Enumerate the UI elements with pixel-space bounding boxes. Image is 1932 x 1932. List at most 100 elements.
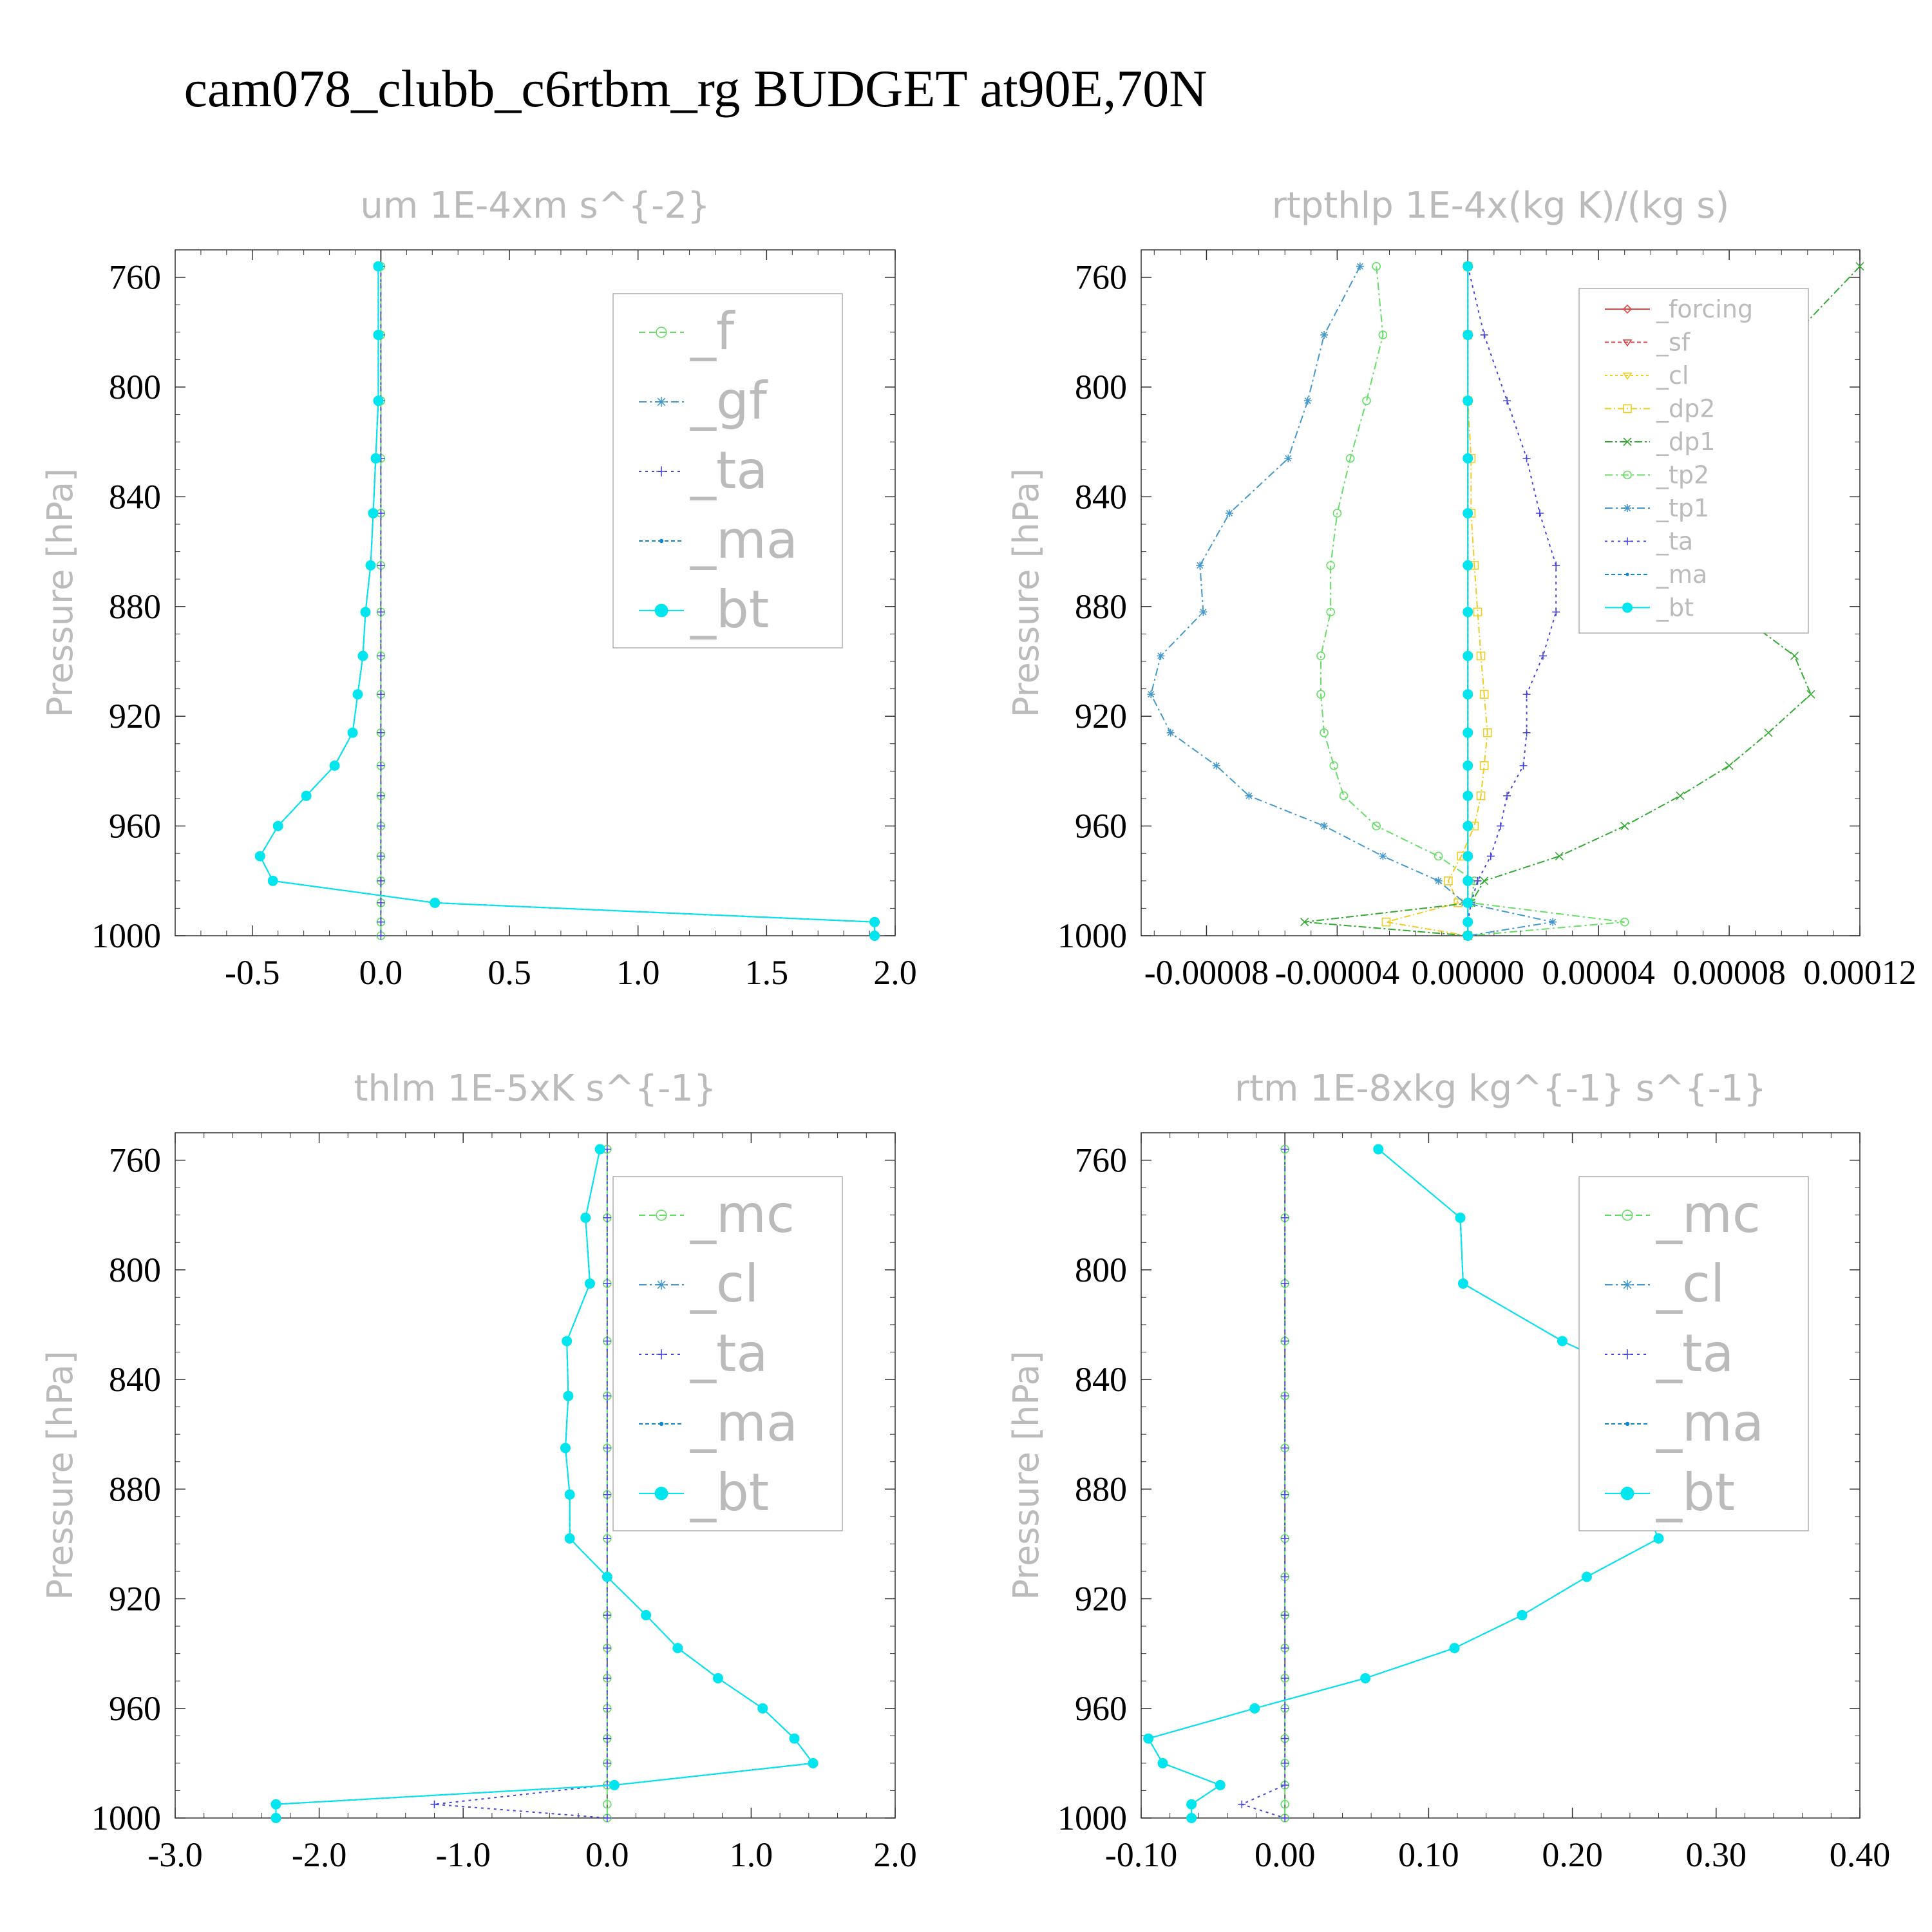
legend-label: _bt bbox=[690, 580, 769, 639]
data-point bbox=[1463, 851, 1473, 862]
legend-label: _forcing bbox=[1656, 295, 1753, 323]
data-point bbox=[377, 652, 385, 660]
y-tick-label: 960 bbox=[109, 1689, 161, 1728]
x-tick-label: 0.10 bbox=[1398, 1835, 1459, 1874]
panel-3: thlm 1E-5xK s^{-1} Pressure [hPa] 1000 960 9… bbox=[40, 1068, 917, 1874]
y-tick-label: 920 bbox=[109, 1580, 161, 1618]
data-point bbox=[869, 916, 880, 927]
data-point bbox=[1147, 690, 1155, 699]
panel-4: rtm 1E-8xkg kg^{-1} s^{-1} Pressure [hPa]… bbox=[1006, 1068, 1890, 1874]
legend-label: _ta bbox=[1656, 527, 1693, 556]
legend-marker bbox=[656, 1349, 667, 1359]
legend-marker bbox=[659, 538, 664, 544]
data-point bbox=[1463, 330, 1473, 341]
y-axis-label: Pressure [hPa] bbox=[40, 468, 80, 717]
data-point bbox=[1444, 876, 1453, 886]
legend-label: _gf bbox=[690, 371, 768, 431]
data-point bbox=[1503, 791, 1511, 800]
y-tick-label: 800 bbox=[109, 368, 161, 406]
x-tick-label: 0.00 bbox=[1255, 1835, 1316, 1874]
legend-marker bbox=[656, 397, 667, 407]
x-tick-label: 0.5 bbox=[488, 953, 531, 992]
data-point bbox=[377, 822, 385, 830]
data-point bbox=[1249, 1703, 1260, 1714]
data-point bbox=[1281, 1781, 1289, 1789]
y-tick-label: 800 bbox=[1075, 368, 1127, 406]
legend-marker bbox=[1625, 1421, 1630, 1426]
data-point bbox=[1303, 397, 1312, 405]
data-point bbox=[1552, 608, 1560, 616]
data-point bbox=[1157, 1757, 1168, 1768]
legend-box bbox=[612, 293, 843, 649]
series-tp1 bbox=[1147, 262, 1557, 940]
data-point bbox=[1362, 396, 1371, 406]
data-point bbox=[808, 1757, 819, 1768]
y-tick-label: 1000 bbox=[1057, 1799, 1127, 1837]
x-tick-label: -0.00008 bbox=[1144, 953, 1269, 992]
legend-marker bbox=[656, 1209, 667, 1221]
series-line bbox=[275, 1149, 815, 1818]
legend-marker bbox=[1623, 437, 1632, 446]
data-point bbox=[564, 1533, 575, 1544]
data-point bbox=[1725, 761, 1734, 770]
data-point bbox=[601, 1571, 612, 1582]
legend-label: _bt bbox=[1656, 594, 1694, 622]
data-point bbox=[1212, 761, 1220, 770]
x-tick-label: 0.00008 bbox=[1672, 953, 1786, 992]
data-point bbox=[1281, 1644, 1289, 1653]
x-tick-label: 2.0 bbox=[873, 953, 917, 992]
series-line bbox=[1150, 266, 1553, 936]
data-point bbox=[1463, 727, 1473, 738]
data-point bbox=[641, 1610, 652, 1621]
data-point bbox=[1281, 1337, 1289, 1345]
data-point bbox=[1522, 728, 1531, 737]
data-point bbox=[594, 1144, 605, 1155]
data-point bbox=[377, 932, 385, 940]
data-point bbox=[1157, 652, 1165, 660]
data-point bbox=[373, 395, 384, 406]
data-point bbox=[1503, 397, 1511, 405]
data-point bbox=[603, 1213, 611, 1222]
legend-label: _tp2 bbox=[1656, 461, 1709, 489]
y-tick-label: 760 bbox=[1075, 258, 1127, 297]
y-tick-label: 920 bbox=[1075, 697, 1127, 735]
data-point bbox=[1517, 1610, 1528, 1621]
legend-marker bbox=[656, 327, 667, 338]
legend-label: _dp2 bbox=[1656, 395, 1715, 423]
data-point bbox=[1379, 852, 1387, 860]
data-point bbox=[1238, 1800, 1246, 1808]
x-tick-label: 1.0 bbox=[616, 953, 660, 992]
x-tick-label: 0.0 bbox=[359, 953, 403, 992]
data-point bbox=[1463, 820, 1473, 831]
series-ta bbox=[1238, 1145, 1289, 1822]
legend-label: _ma bbox=[690, 1393, 798, 1453]
data-point bbox=[1373, 1144, 1384, 1155]
x-tick-label: 0.40 bbox=[1830, 1835, 1891, 1874]
data-point bbox=[603, 1814, 611, 1822]
data-point bbox=[1381, 917, 1391, 927]
data-point bbox=[1557, 1336, 1567, 1347]
data-point bbox=[603, 1444, 611, 1452]
data-point bbox=[377, 761, 385, 770]
series-line bbox=[259, 266, 876, 936]
data-point bbox=[270, 1813, 281, 1823]
data-point bbox=[1281, 1490, 1289, 1499]
series-bt bbox=[1463, 261, 1473, 941]
x-tick-label: 0.00000 bbox=[1412, 953, 1525, 992]
legend-label: _ma bbox=[1656, 1393, 1764, 1453]
data-point bbox=[869, 931, 880, 941]
legend-label: _mc bbox=[690, 1184, 795, 1244]
figure-title: cam078_clubb_c6rtbm_rg BUDGET at90E,70N bbox=[184, 59, 1208, 118]
legend-marker bbox=[1622, 1349, 1633, 1359]
legend-marker bbox=[1622, 602, 1633, 613]
data-point bbox=[1300, 918, 1309, 927]
data-point bbox=[1186, 1799, 1197, 1810]
series-bt bbox=[270, 1144, 819, 1823]
legend-label: _mc bbox=[1656, 1184, 1761, 1244]
x-tick-label: -0.00004 bbox=[1275, 953, 1399, 992]
legend-marker bbox=[656, 1280, 667, 1290]
data-point bbox=[1463, 760, 1473, 771]
data-point bbox=[584, 1278, 595, 1289]
data-point bbox=[1476, 791, 1486, 800]
data-point bbox=[1463, 790, 1473, 801]
